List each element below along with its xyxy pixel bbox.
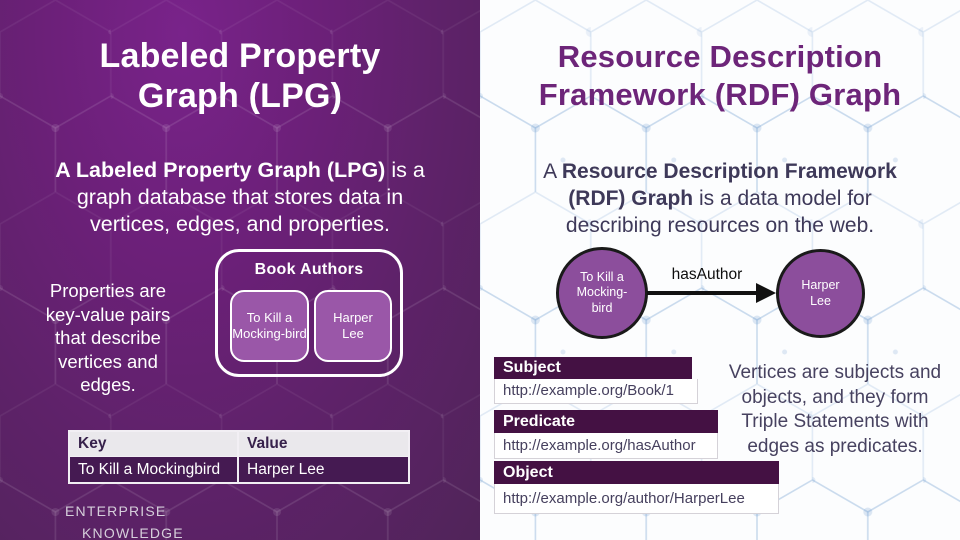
- lpg-node-harper-lee: Harper Lee: [314, 290, 392, 362]
- edge-line: [647, 291, 759, 295]
- triple-predicate-label: Predicate: [494, 410, 718, 433]
- lpg-title-line2: Graph (LPG): [137, 77, 343, 115]
- triple-subject-label: Subject: [494, 357, 692, 379]
- arrowhead-icon: [756, 283, 776, 303]
- lpg-description-bold: A Labeled Property Graph (LPG): [55, 158, 386, 182]
- properties-note: Properties are key-value pairs that desc…: [45, 280, 171, 395]
- rdf-title-line1: Resource Description: [557, 39, 883, 74]
- rdf-description-bold: Resource Description Framework (RDF) Gra…: [561, 160, 897, 210]
- table-header-row: Key Value: [70, 432, 408, 456]
- logo-line1: ENTERPRISE: [65, 503, 167, 519]
- table-cell-value: Harper Lee: [239, 456, 408, 482]
- lpg-description-rest: is a graph database that stores data in …: [76, 158, 425, 236]
- rdf-panel: Resource Description Framework (RDF) Gra…: [480, 0, 960, 540]
- enterprise-knowledge-logo: ENTERPRISE KNOWLEDGE: [65, 500, 184, 540]
- lpg-title: Labeled Property Graph (LPG): [28, 36, 452, 116]
- lpg-node-mockingbird-label: To Kill a Mocking-bird: [232, 310, 307, 341]
- edge-label: hasAuthor: [671, 266, 743, 283]
- table-row: To Kill a Mockingbird Harper Lee: [70, 456, 408, 482]
- rdf-object-node-label: Harper Lee: [801, 278, 840, 308]
- key-value-table: Key Value To Kill a Mockingbird Harper L…: [68, 430, 410, 484]
- rdf-subject-node-label: To Kill a Mocking-bird: [576, 269, 628, 315]
- book-authors-label: Book Authors: [254, 261, 364, 278]
- rdf-title-line2: Framework (RDF) Graph: [538, 77, 902, 112]
- lpg-panel: Labeled Property Graph (LPG) A Labeled P…: [0, 0, 480, 540]
- rdf-description: A Resource Description Framework (RDF) G…: [520, 158, 920, 239]
- logo-line2: KNOWLEDGE: [82, 525, 184, 540]
- lpg-node-mockingbird: To Kill a Mocking-bird: [230, 290, 309, 362]
- triple-object-value: http://example.org/author/HarperLee: [494, 484, 779, 514]
- rdf-description-prefix: A: [543, 160, 562, 183]
- lpg-title-line1: Labeled Property: [99, 37, 381, 75]
- book-authors-group: Book Authors To Kill a Mocking-bird Harp…: [215, 249, 403, 377]
- vertices-note: Vertices are subjects and objects, and t…: [728, 362, 942, 457]
- table-header-value: Value: [239, 432, 408, 456]
- triple-predicate-value: http://example.org/hasAuthor: [494, 433, 718, 459]
- table-cell-key: To Kill a Mockingbird: [70, 456, 239, 482]
- lpg-node-harper-lee-label: Harper Lee: [333, 310, 373, 341]
- triple-subject-value: http://example.org/Book/1: [494, 379, 698, 404]
- rdf-title: Resource Description Framework (RDF) Gra…: [484, 38, 956, 114]
- rdf-description-rest: is a data model for describing resources…: [565, 187, 875, 237]
- rdf-object-node: Harper Lee: [776, 249, 865, 338]
- table-header-key: Key: [70, 432, 239, 456]
- rdf-subject-node: To Kill a Mocking-bird: [556, 247, 648, 339]
- triple-object-label: Object: [494, 461, 779, 484]
- lpg-description: A Labeled Property Graph (LPG) is a grap…: [38, 157, 442, 238]
